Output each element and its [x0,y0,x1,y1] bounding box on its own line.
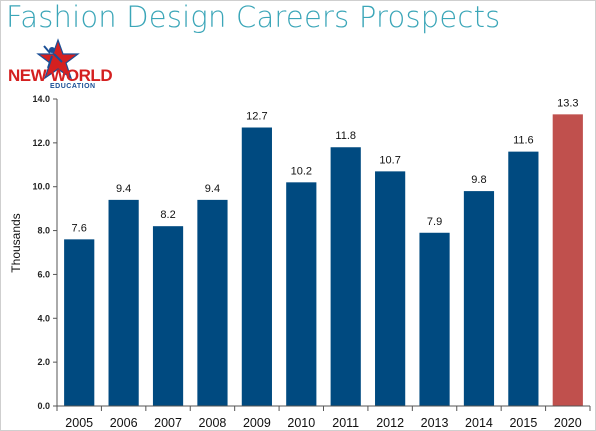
data-label-2014: 9.8 [471,174,486,186]
bar-2008 [197,199,228,406]
y-axis-label: Thousands [9,213,23,272]
x-tick-label-2005: 2005 [65,416,93,430]
data-label-2012: 10.7 [379,154,400,166]
bar-2010 [286,182,317,406]
x-tick-label-2015: 2015 [509,416,537,430]
x-tick-label-2014: 2014 [465,416,493,430]
bar-2014 [463,191,495,406]
y-tick-label: 8.0 [37,226,50,236]
bar-2012 [375,171,406,406]
x-tick-label-2009: 2009 [243,416,271,430]
y-tick-label: 2.0 [37,357,50,367]
bar-2009 [241,127,272,406]
data-label-2006: 9.4 [116,183,131,195]
data-label-2013: 7.9 [427,216,442,228]
x-tick-label-2008: 2008 [199,416,227,430]
y-tick-label: 12.0 [32,138,50,148]
data-label-2005: 7.6 [72,222,87,234]
x-tick-label-2007: 2007 [154,416,182,430]
bar-2020 [552,114,583,406]
y-axis: 0.0 2.0 4.0 6.0 8.0 10.0 12.0 14.0 [32,94,58,411]
bar-2015 [508,151,539,406]
y-tick-label: 10.0 [32,182,50,192]
data-label-2007: 8.2 [160,209,175,221]
bars: 7.6 9.4 8.2 9.4 12.7 10.2 11.8 10.7 7.9 9.8 11.6 13… [64,97,583,406]
x-tick-label-2011: 2011 [332,416,359,430]
data-label-2015: 11.6 [513,135,534,147]
data-label-2009: 12.7 [246,111,267,123]
logo-subtext: EDUCATION [50,83,96,90]
y-tick-label: 6.0 [37,269,50,279]
bar-2007 [152,226,184,406]
x-tick-label-2006: 2006 [110,416,138,430]
data-label-2020: 13.3 [557,97,578,109]
star-icon [36,38,80,80]
x-tick-label-2010: 2010 [287,416,315,430]
bar-2006 [108,199,139,406]
bar-2013 [419,232,450,406]
data-label-2008: 9.4 [205,183,220,195]
brand-logo: NEW WORLD EDUCATION [6,38,116,94]
x-tick-label-2012: 2012 [376,416,404,430]
y-tick-label: 4.0 [37,313,50,323]
x-tick-label-2020: 2020 [554,416,582,430]
x-axis: 2005 2006 2007 2008 2009 2010 2011 2012 2013 2014… [56,405,591,430]
data-label-2011: 11.8 [335,130,356,142]
x-tick-label-2013: 2013 [421,416,449,430]
bar-2011 [330,147,361,406]
data-label-2010: 10.2 [291,165,312,177]
y-tick-label: 14.0 [32,94,50,104]
bar-2005 [64,239,95,406]
logo-text: NEW WORLD [8,66,113,85]
page-title: Fashion Design Careers Prospects [6,0,501,34]
y-tick-label: 0.0 [37,401,50,411]
